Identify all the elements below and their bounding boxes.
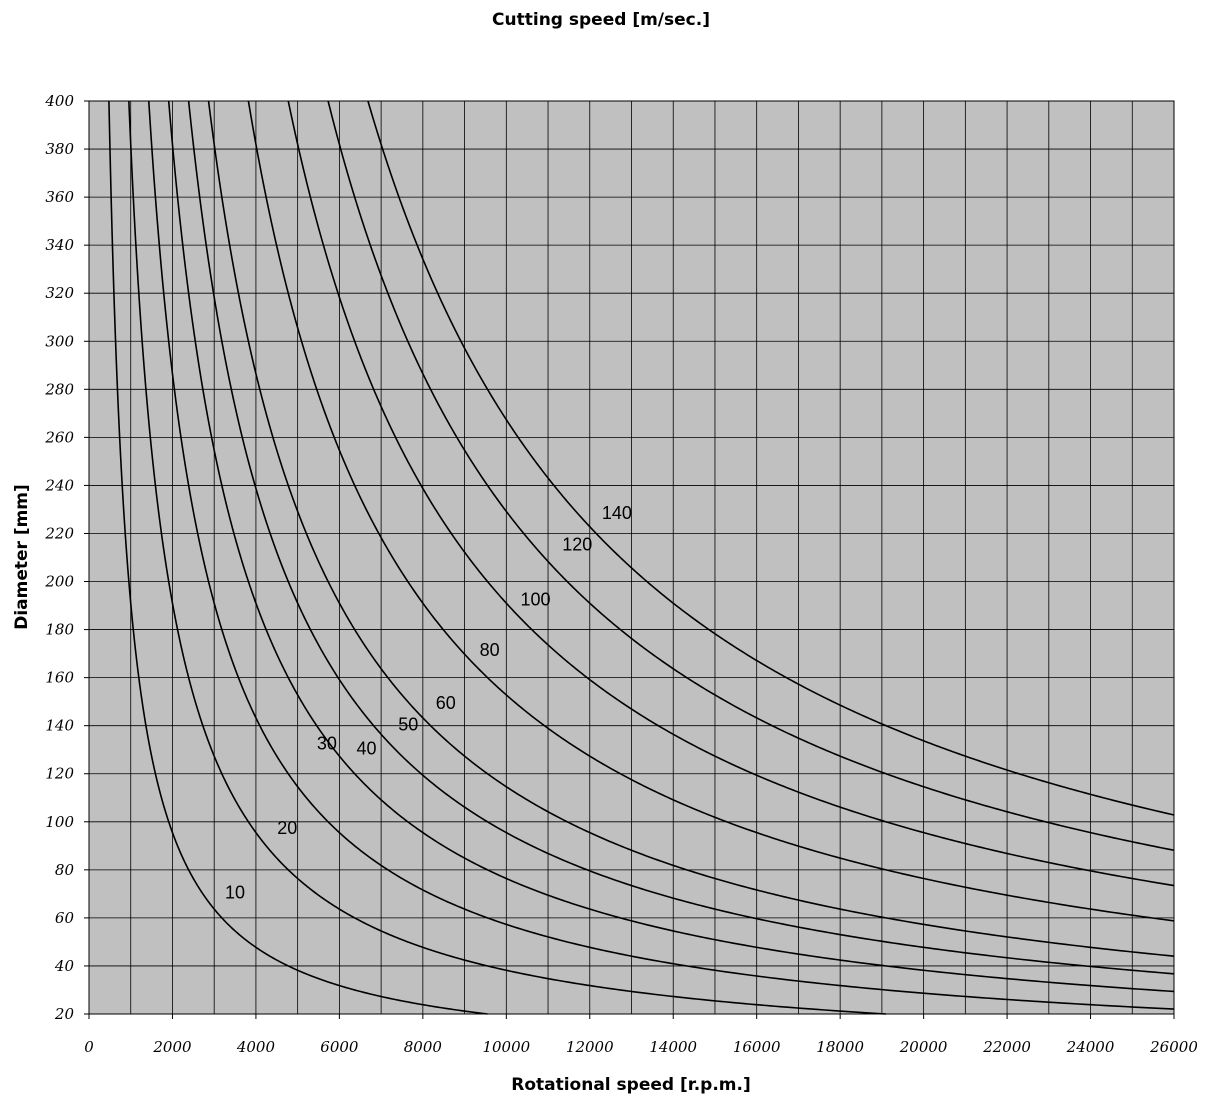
curve-10	[108, 100, 488, 1015]
y-tick-label: 300	[45, 332, 74, 350]
x-tick-label: 2000	[152, 1038, 192, 1056]
x-axis-ticks: 0 2000 4000 6000 8000 10000 12000 14000 16000 180…	[84, 1014, 1198, 1056]
y-tick-label: 60	[55, 909, 75, 927]
y-axis-label: Diameter [mm]	[12, 484, 32, 630]
x-tick-label: 4000	[236, 1038, 276, 1056]
x-tick-label: 12000	[566, 1038, 614, 1056]
curve-30	[147, 100, 1175, 1010]
y-tick-label: 360	[45, 188, 74, 206]
x-tick-label: 16000	[733, 1038, 781, 1056]
x-tick-label: 24000	[1066, 1038, 1115, 1056]
y-tick-label: 340	[45, 236, 74, 254]
x-axis-label: Rotational speed [r.p.m.]	[511, 1075, 751, 1095]
curve-label-20: 20	[277, 818, 297, 838]
y-tick-label: 400	[44, 92, 74, 110]
y-tick-label: 220	[44, 524, 74, 542]
y-tick-label: 280	[44, 380, 74, 398]
y-tick-label: 180	[45, 621, 74, 639]
curve-label-100: 100	[520, 590, 550, 610]
y-tick-label: 320	[45, 284, 74, 302]
curve-label-80: 80	[480, 640, 500, 660]
x-tick-label: 26000	[1149, 1038, 1198, 1056]
plot-border	[88, 100, 1175, 1015]
x-tick-label: 6000	[320, 1038, 359, 1056]
y-tick-label: 100	[45, 813, 74, 831]
y-tick-label: 40	[54, 957, 75, 975]
chart-title: Cutting speed [m/sec.]	[492, 10, 710, 30]
y-tick-label: 380	[45, 140, 74, 158]
curve-label-140: 140	[602, 503, 632, 523]
x-tick-label: 14000	[649, 1038, 697, 1056]
y-tick-label: 200	[44, 573, 74, 591]
y-tick-label: 120	[45, 765, 74, 783]
x-tick-label: 0	[84, 1038, 94, 1056]
curve-label-10: 10	[225, 883, 245, 903]
curve-labels: 10 20 30 40 50 60 80 100 120 140	[225, 503, 632, 903]
y-tick-label: 140	[45, 717, 74, 735]
y-tick-label: 20	[54, 1005, 75, 1023]
y-tick-label: 80	[55, 861, 75, 879]
y-tick-label: 240	[44, 476, 74, 494]
curve-100	[287, 100, 1175, 887]
curve-20	[128, 100, 887, 1015]
curve-label-40: 40	[356, 739, 376, 759]
curve-140	[367, 100, 1175, 816]
grid	[89, 101, 1174, 1014]
x-tick-label: 22000	[982, 1038, 1031, 1056]
y-tick-label: 160	[45, 669, 74, 687]
curve-80	[247, 100, 1175, 922]
curves	[108, 100, 1175, 1015]
curve-60	[207, 100, 1175, 957]
x-tick-label: 8000	[404, 1038, 443, 1056]
curve-120	[327, 100, 1175, 852]
curve-50	[187, 100, 1175, 975]
y-tick-label: 260	[44, 428, 74, 446]
x-tick-label: 10000	[482, 1038, 530, 1056]
curve-40	[167, 100, 1175, 993]
curve-label-120: 120	[562, 534, 592, 554]
y-axis-ticks: 20 40 60 80 100 120 140 160 180 200 220 240 260 280 30…	[44, 92, 89, 1023]
curve-label-30: 30	[317, 734, 337, 754]
curve-label-60: 60	[436, 693, 456, 713]
x-tick-label: 20000	[899, 1038, 948, 1056]
curve-label-50: 50	[398, 714, 418, 734]
x-tick-label: 18000	[816, 1038, 864, 1056]
